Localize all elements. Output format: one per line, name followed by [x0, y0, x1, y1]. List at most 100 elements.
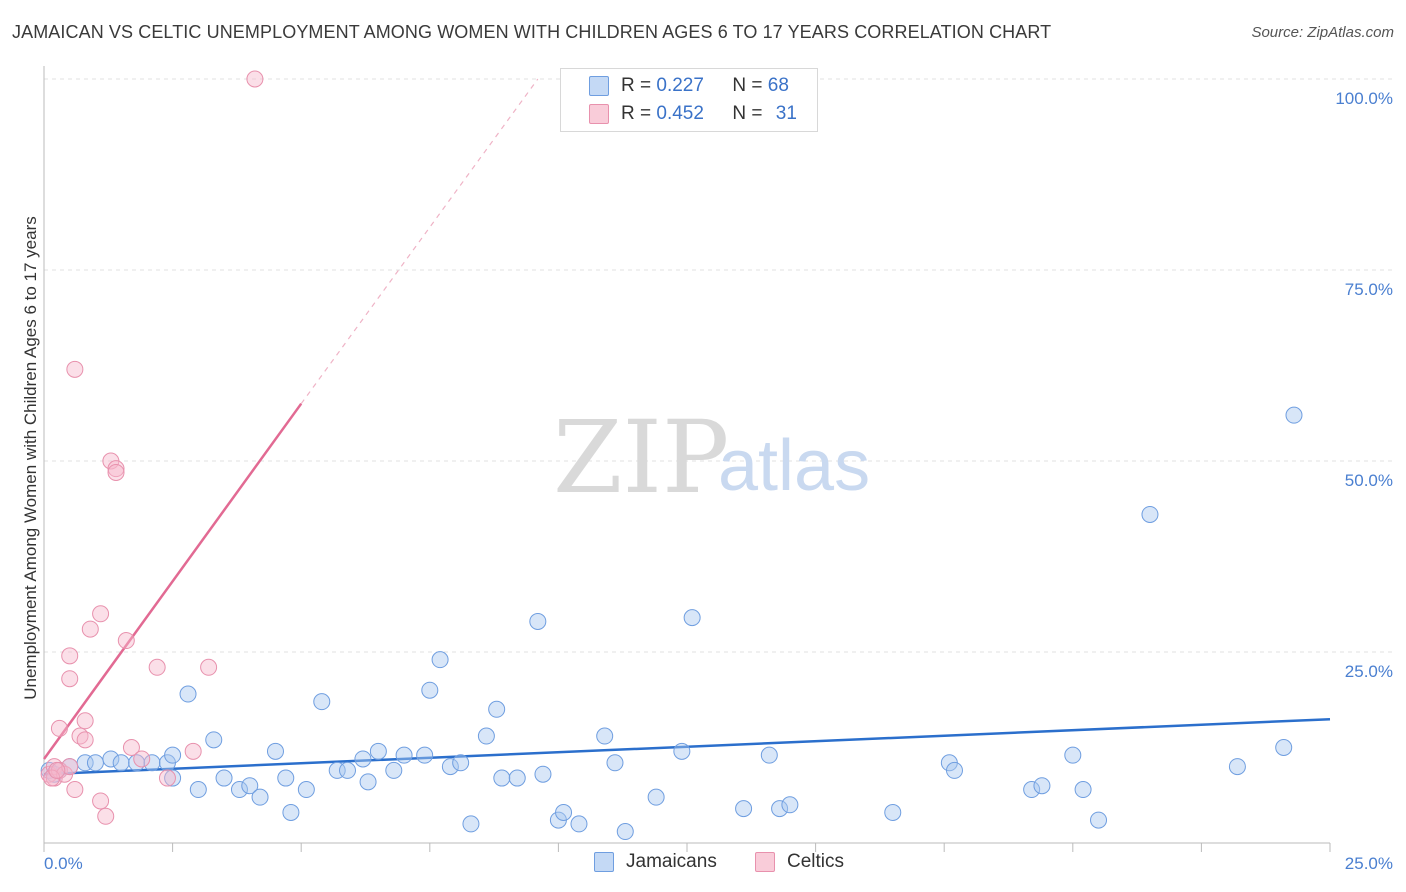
jamaican-point	[282, 803, 300, 821]
jamaican-point	[683, 609, 701, 627]
jamaican-point	[205, 731, 223, 749]
data-points	[40, 70, 1303, 841]
y-tick-labels: 25.0% 50.0% 75.0% 100.0%	[1335, 89, 1393, 681]
celtic-point	[184, 742, 202, 760]
jamaican-point	[1033, 777, 1051, 795]
celtic-point	[148, 658, 166, 676]
jamaicans-swatch	[589, 76, 609, 96]
y-tick-label: 100.0%	[1335, 89, 1393, 108]
celtics-r-value: 0.452	[656, 103, 704, 124]
jamaican-point	[359, 773, 377, 791]
jamaican-point	[179, 685, 197, 703]
watermark-zip: ZIP	[553, 399, 729, 516]
jamaican-point	[570, 815, 588, 833]
jamaican-point	[945, 761, 963, 779]
x-tick-label: 0.0%	[44, 854, 83, 873]
chart-title: JAMAICAN VS CELTIC UNEMPLOYMENT AMONG WO…	[12, 22, 1052, 42]
bottom-celtics-swatch	[755, 852, 775, 872]
jamaican-point	[1228, 758, 1246, 776]
celtics-r-label: R =	[621, 103, 652, 124]
source-label: Source: ZipAtlas.com	[1251, 24, 1394, 41]
celtics-swatch	[589, 104, 609, 124]
legend-row-jamaicans: R = 0.227 N = 68	[589, 73, 789, 99]
jamaican-point	[1064, 746, 1082, 764]
jamaican-point	[241, 777, 259, 795]
jamaicans-n-label: N =	[732, 75, 763, 96]
celtic-point	[61, 670, 79, 688]
jamaican-point	[277, 769, 295, 787]
celtic-point	[107, 463, 125, 481]
jamaican-point	[441, 758, 459, 776]
jamaican-point	[606, 754, 624, 772]
jamaican-point	[251, 788, 269, 806]
correlation-legend: R = 0.227 N = 68 R = 0.452 N = 31	[560, 68, 818, 132]
jamaican-point	[112, 754, 130, 772]
jamaican-point	[297, 781, 315, 799]
celtic-point	[48, 761, 66, 779]
jamaican-point	[555, 803, 573, 821]
celtic-point	[158, 769, 176, 787]
jamaican-point	[1141, 505, 1159, 523]
celtics-n-label: N =	[732, 103, 763, 124]
jamaican-point	[395, 746, 413, 764]
jamaican-point	[143, 754, 161, 772]
celtic-point	[97, 807, 115, 825]
celtics-trend-extension	[300, 78, 539, 405]
y-tick-label: 50.0%	[1345, 471, 1393, 490]
jamaican-point	[338, 761, 356, 779]
x-tick-labels: 0.0% 25.0%	[44, 854, 1393, 873]
y-tick-label: 25.0%	[1345, 662, 1393, 681]
jamaican-point	[477, 727, 495, 745]
jamaican-point	[462, 815, 480, 833]
jamaican-point	[508, 769, 526, 787]
jamaican-point	[884, 803, 902, 821]
jamaican-point	[416, 746, 434, 764]
jamaicans-r-value: 0.227	[656, 75, 704, 96]
axes	[43, 66, 1331, 852]
celtic-point	[107, 460, 125, 478]
legend-row-celtics: R = 0.452 N = 31	[589, 101, 797, 127]
x-tick-label: 25.0%	[1345, 854, 1393, 873]
y-axis-label: Unemployment Among Women with Children A…	[21, 216, 40, 700]
y-tick-label: 75.0%	[1345, 280, 1393, 299]
jamaican-point	[1285, 406, 1303, 424]
bottom-jamaicans-swatch	[594, 852, 614, 872]
jamaican-point	[189, 781, 207, 799]
jamaicans-n-value: 68	[767, 75, 789, 96]
jamaican-point	[771, 800, 789, 818]
celtic-point	[200, 658, 218, 676]
jamaican-point	[1074, 781, 1092, 799]
celtic-point	[66, 781, 84, 799]
jamaican-point	[529, 612, 547, 630]
jamaican-point	[369, 742, 387, 760]
jamaican-point	[534, 765, 552, 783]
celtic-point	[122, 739, 140, 756]
celtics-trend-line	[42, 402, 303, 760]
jamaican-point	[313, 693, 331, 711]
celtic-point	[81, 620, 99, 638]
bottom-legend-jamaicans: Jamaicans	[594, 851, 717, 873]
celtic-point	[92, 792, 110, 810]
jamaican-point	[673, 742, 691, 760]
jamaican-point	[215, 769, 233, 787]
grid	[44, 78, 1395, 653]
celtic-point	[117, 632, 135, 650]
jamaican-point	[431, 651, 449, 669]
jamaican-point	[354, 750, 372, 768]
jamaican-point	[385, 761, 403, 779]
jamaican-point	[781, 796, 799, 814]
jamaican-point	[266, 742, 284, 760]
jamaicans-r-label: R =	[621, 75, 652, 96]
jamaican-point	[735, 800, 753, 818]
jamaican-point	[164, 769, 182, 787]
jamaican-point	[164, 746, 182, 764]
celtic-point	[50, 719, 68, 737]
jamaican-point	[760, 746, 778, 764]
jamaican-point	[86, 754, 104, 772]
celtic-point	[66, 360, 84, 378]
trend-lines	[42, 78, 1331, 776]
celtic-point	[92, 605, 110, 623]
celtic-point	[76, 731, 94, 749]
jamaican-point	[102, 750, 120, 768]
